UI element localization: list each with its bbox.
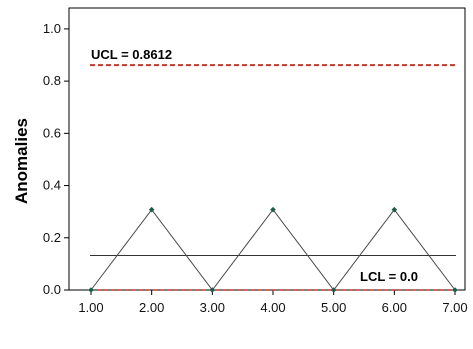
x-tick-label: 5.00 [321, 300, 346, 315]
data-point [391, 206, 398, 213]
data-point [88, 287, 94, 293]
x-tick-label: 3.00 [200, 300, 225, 315]
data-series [88, 206, 458, 293]
x-axis: 1.00 2.00 3.00 4.00 5.00 6.00 7.00 [78, 290, 468, 315]
y-axis-title: Anomalies [12, 118, 31, 204]
y-tick-label: 0.4 [43, 178, 61, 193]
x-tick-label: 1.00 [78, 300, 103, 315]
control-limits [90, 64, 456, 291]
data-point [270, 206, 276, 213]
y-axis: 0.0 0.2 0.4 0.6 0.8 1.0 [43, 21, 69, 297]
data-point [452, 287, 458, 293]
x-tick-label: 7.00 [442, 300, 467, 315]
data-point [209, 287, 216, 293]
x-tick-label: 6.00 [382, 300, 407, 315]
y-tick-label: 0.2 [43, 230, 61, 245]
y-tick-label: 0.6 [43, 125, 61, 140]
data-point [148, 206, 155, 213]
lcl-label: LCL = 0.0 [360, 269, 418, 284]
y-tick-label: 1.0 [43, 21, 61, 36]
y-tick-label: 0.0 [43, 282, 61, 297]
data-point [330, 287, 337, 293]
x-tick-label: 2.00 [139, 300, 164, 315]
ucl-label: UCL = 0.8612 [91, 47, 172, 62]
y-tick-label: 0.8 [43, 73, 61, 88]
x-tick-label: 4.00 [260, 300, 285, 315]
